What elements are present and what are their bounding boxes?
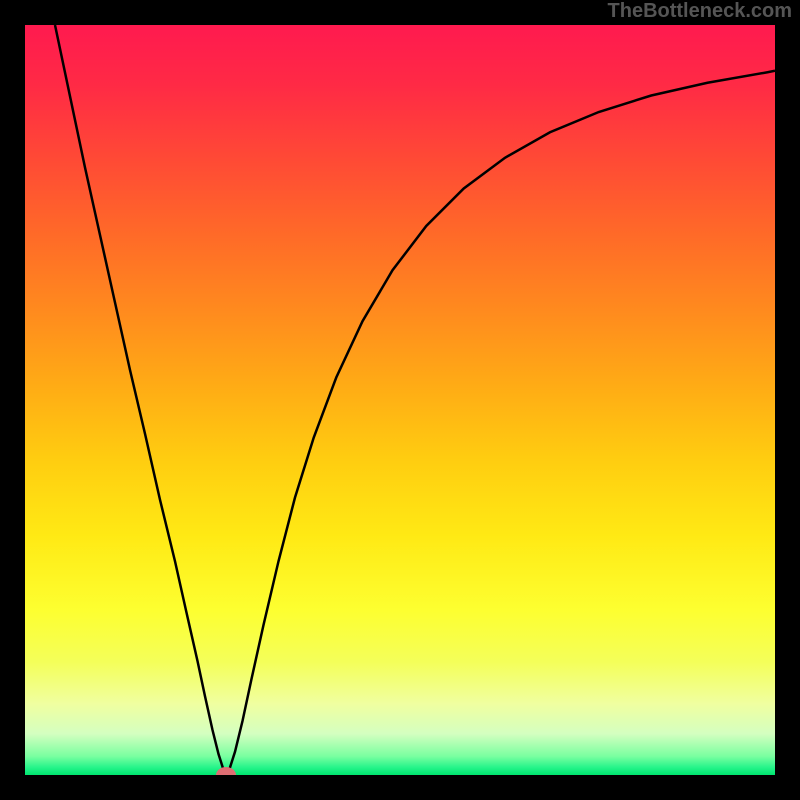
curve-layer (25, 25, 775, 775)
optimal-point-marker (216, 767, 236, 775)
bottleneck-curve (55, 25, 775, 775)
branding-label: TheBottleneck.com (608, 0, 792, 23)
chart-frame: TheBottleneck.com (0, 0, 800, 800)
plot-area (25, 25, 775, 775)
